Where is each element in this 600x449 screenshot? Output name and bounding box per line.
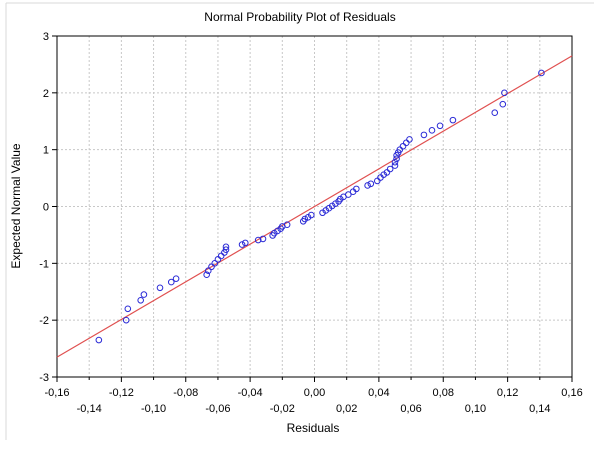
data-point: [156, 284, 164, 292]
y-tick-label: -2: [39, 315, 49, 327]
x-tick-label: -0,14: [77, 403, 102, 415]
data-point: [406, 136, 413, 143]
x-tick-label: -0,16: [44, 387, 69, 399]
data-point: [367, 180, 375, 188]
data-point: [259, 235, 267, 243]
data-point: [491, 109, 499, 117]
data-point: [95, 336, 103, 344]
data-point: [241, 239, 249, 247]
x-tick-label: 0,10: [465, 403, 486, 415]
data-point: [364, 182, 371, 189]
data-point: [436, 122, 444, 130]
y-tick-label: 2: [43, 88, 49, 100]
x-tick-label: 0,06: [400, 403, 421, 415]
data-point: [393, 155, 400, 163]
data-point: [222, 243, 230, 251]
grid: [57, 36, 572, 377]
normal-fit-line: [56, 55, 573, 358]
x-tick-label: -0,02: [270, 403, 295, 415]
data-point: [344, 191, 352, 198]
points-group: [95, 69, 545, 344]
x-tick-label: 0,08: [433, 387, 454, 399]
y-ticks: -3 -2 -1 0 1 2 3: [39, 31, 57, 384]
data-point: [211, 260, 219, 267]
data-point: [222, 246, 230, 253]
y-tick-label: -1: [39, 258, 49, 270]
data-point: [124, 305, 132, 313]
data-point: [428, 127, 436, 134]
data-point: [391, 158, 399, 166]
chart-title: Normal Probability Plot of Residuals: [204, 10, 395, 24]
data-point: [204, 267, 212, 275]
data-point: [167, 278, 175, 286]
data-point: [402, 139, 410, 147]
data-point: [386, 165, 394, 173]
data-point: [449, 116, 457, 124]
y-axis-title: Expected Normal Value: [9, 143, 23, 269]
x-axis-title: Residuals: [287, 421, 340, 435]
x-tick-label: 0,14: [529, 403, 550, 415]
data-point: [499, 100, 507, 108]
data-point: [538, 69, 545, 77]
data-point: [217, 252, 225, 260]
y-tick-label: 1: [43, 145, 49, 157]
data-point: [399, 142, 407, 150]
y-tick-label: 3: [43, 31, 49, 43]
data-point: [283, 221, 291, 228]
x-tick-label: -0,06: [205, 403, 230, 415]
data-point: [391, 162, 399, 169]
x-tick-label: 0,16: [561, 387, 582, 399]
data-point: [203, 271, 210, 279]
data-point: [238, 241, 246, 248]
data-point: [137, 296, 144, 304]
data-point: [254, 236, 262, 244]
data-point: [353, 185, 360, 193]
data-point: [122, 316, 130, 324]
x-tick-label: -0,10: [141, 403, 166, 415]
fit-line-group: [56, 55, 573, 358]
data-point: [307, 211, 315, 219]
x-tick-label: -0,08: [173, 387, 198, 399]
x-tick-label: 0,12: [497, 387, 518, 399]
x-ticks: -0,16 -0,12 -0,08 -0,04 0,00 0,04 0,08 0,12 0,16…: [44, 377, 583, 415]
data-point: [501, 89, 508, 97]
data-point: [172, 275, 180, 282]
x-tick-label: -0,12: [109, 387, 134, 399]
x-tick-label: 0,00: [304, 387, 325, 399]
data-point: [140, 291, 148, 298]
y-tick-label: 0: [43, 202, 49, 214]
x-tick-label: 0,04: [368, 387, 389, 399]
y-tick-label: -3: [39, 372, 49, 384]
data-point: [420, 131, 428, 139]
x-tick-label: 0,02: [336, 403, 357, 415]
data-point: [301, 215, 309, 223]
x-tick-label: -0,04: [238, 387, 263, 399]
